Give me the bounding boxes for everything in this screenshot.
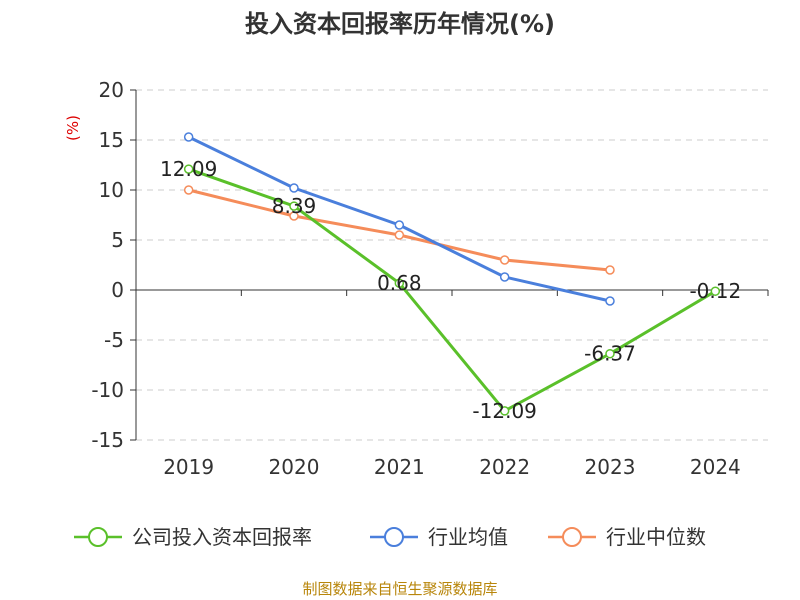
x-tick-label: 2024 xyxy=(690,455,741,479)
series-line xyxy=(188,188,611,272)
x-tick-label: 2022 xyxy=(479,455,530,479)
legend-item-2[interactable]: 行业中位数 xyxy=(548,525,706,549)
chart-title: 投入资本回报率历年情况(%) xyxy=(245,10,555,38)
data-point[interactable] xyxy=(394,278,405,288)
data-point[interactable] xyxy=(605,265,615,275)
y-tick-label: 5 xyxy=(111,228,124,252)
grid-lines xyxy=(136,89,768,441)
data-point[interactable] xyxy=(183,185,194,195)
data-point[interactable] xyxy=(710,286,721,296)
legend-item-0[interactable]: 公司投入资本回报率 xyxy=(74,525,312,549)
y-tick-label: -5 xyxy=(104,328,124,352)
source-note: 制图数据来自恒生聚源数据库 xyxy=(302,580,497,598)
legend-label: 行业均值 xyxy=(428,525,508,549)
x-tick-label: 2023 xyxy=(585,455,636,479)
series-group xyxy=(183,132,721,416)
series-1 xyxy=(183,132,615,306)
legend-label: 行业中位数 xyxy=(606,525,706,549)
data-label: -0.12 xyxy=(689,279,741,303)
data-label: 0.68 xyxy=(377,271,422,295)
data-point[interactable] xyxy=(605,296,615,306)
data-point[interactable] xyxy=(289,183,299,193)
x-tick-label: 2020 xyxy=(269,455,320,479)
x-tick-label: 2021 xyxy=(374,455,425,479)
data-point[interactable] xyxy=(394,220,405,230)
legend-label: 公司投入资本回报率 xyxy=(132,525,312,549)
data-labels: 12.09 8.39 0.68 -12.09 -6.37 -0.12 xyxy=(160,157,741,423)
series-2 xyxy=(183,185,615,275)
axes: 20 15 10 5 0 -5 -10 -15 2019 2020 2021 2022 2023 2024 xyxy=(91,78,769,479)
data-point[interactable] xyxy=(499,406,510,416)
y-tick-label: 0 xyxy=(111,278,124,302)
data-label: 12.09 xyxy=(160,157,217,181)
data-label: 8.39 xyxy=(272,194,317,218)
y-tick-label: -10 xyxy=(91,378,124,402)
data-point[interactable] xyxy=(289,201,299,211)
data-point[interactable] xyxy=(289,211,299,221)
x-tick-label: 2019 xyxy=(163,455,214,479)
y-tick-label: 20 xyxy=(99,78,124,102)
series-line xyxy=(188,167,717,413)
legend: 公司投入资本回报率 行业均值 行业中位数 xyxy=(74,525,706,549)
legend-marker xyxy=(88,527,108,547)
data-label: -6.37 xyxy=(584,342,636,366)
y-tick-label: 15 xyxy=(99,128,124,152)
legend-marker xyxy=(562,527,582,547)
data-point[interactable] xyxy=(183,132,194,142)
series-0 xyxy=(183,164,721,416)
data-point[interactable] xyxy=(499,255,510,265)
data-point[interactable] xyxy=(394,230,405,240)
y-tick-label: 10 xyxy=(99,178,124,202)
data-point[interactable] xyxy=(605,348,615,359)
data-point[interactable] xyxy=(499,272,510,282)
y-axis-unit: (%) xyxy=(64,115,82,141)
data-point[interactable] xyxy=(183,164,194,174)
y-tick-label: -15 xyxy=(91,428,124,452)
legend-item-1[interactable]: 行业均值 xyxy=(370,525,508,549)
legend-marker xyxy=(384,527,404,547)
data-label: -12.09 xyxy=(472,399,536,423)
